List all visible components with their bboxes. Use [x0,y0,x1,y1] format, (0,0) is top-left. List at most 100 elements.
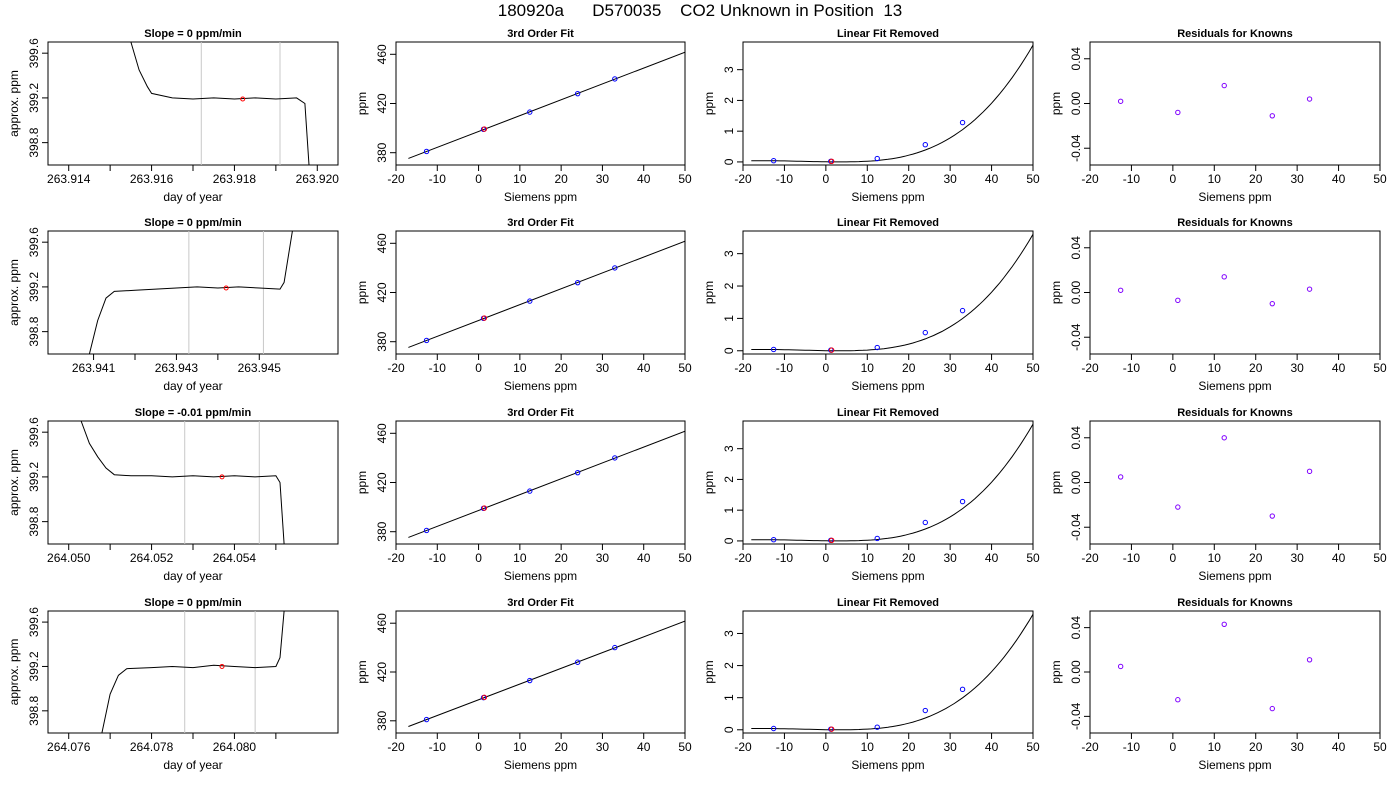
plot-area [408,51,685,159]
y-axis-label: ppm [1049,92,1063,115]
y-tick-label: 399.6 [27,607,41,637]
panel-res-2: Residuals for Knowns -20 -10 0 10 20 30 40 50 -0.… [1049,217,1387,393]
page-title: 180920a D570035 CO2 Unknown in Position … [497,1,903,20]
y-tick-label: 460 [375,44,389,64]
sample-point [219,663,225,669]
y-tick-label: 1 [722,128,736,135]
x-axis-label: Siemens ppm [1198,569,1271,583]
x-tick-label: 50 [1373,172,1387,186]
x-tick-label: 0 [1170,740,1177,754]
x-tick-label: -10 [429,361,447,375]
unknown-point [828,347,835,353]
y-axis-label: ppm [702,92,716,115]
x-axis-label: Siemens ppm [504,379,577,393]
x-tick-label: 20 [1249,172,1263,186]
panel-title: Residuals for Knowns [1177,407,1293,419]
y-tick-label: 380 [375,521,389,541]
y-tick-label: 460 [375,423,389,443]
x-tick-label: 20 [902,361,916,375]
plot-area [1117,274,1313,307]
y-tick-label: 399.2 [27,462,41,492]
known-point [574,659,581,665]
unknown-point [481,126,488,132]
x-axis-label: Siemens ppm [851,379,924,393]
x-tick-label: 40 [1332,551,1346,565]
panel-fit-1: 3rd Order Fit -20 -10 0 10 20 30 40 50 380 420 460 S… [355,28,692,204]
x-tick-label: 0 [1170,361,1177,375]
x-tick-label: 20 [1249,361,1263,375]
y-tick-label: 399.6 [27,38,41,68]
known-point [574,279,581,286]
fit-line [408,51,685,159]
x-tick-label: 30 [1290,172,1304,186]
known-point [574,90,581,97]
x-tick-label: 30 [596,172,610,186]
y-tick-label: 399.2 [27,83,41,113]
panel-title: 3rd Order Fit [507,28,574,40]
x-tick-label: -20 [734,172,752,186]
x-tick-label: 0 [475,740,482,754]
known-point [1306,468,1313,475]
panel-title: Linear Fit Removed [837,217,939,229]
x-tick-label: 10 [861,361,875,375]
y-tick-label: 0 [722,537,736,544]
known-point [1221,82,1227,89]
panel-lin-4: Linear Fit Removed -20 -10 0 10 20 30 40 50 0 1 2 3 S… [702,597,1040,772]
fit-curve [751,233,1033,352]
known-point [1221,621,1227,628]
x-tick-label: 30 [596,361,610,375]
x-tick-label: 0 [823,740,830,754]
y-axis-label: approx. ppm [7,259,21,326]
x-tick-label: -10 [776,361,794,375]
plot-area [751,613,1033,732]
x-tick-label: 40 [985,740,999,754]
x-tick-label: 0 [475,172,482,186]
x-tick-label: 50 [1373,361,1387,375]
y-tick-label: 398.8 [27,506,41,536]
panel-title: Linear Fit Removed [837,597,939,609]
known-point [959,498,966,505]
panel-raw-3: Slope = -0.01 ppm/min 264.050 264.052 264.0… [7,407,339,583]
known-point [423,527,430,534]
known-point [922,142,928,148]
sample-point [223,285,229,291]
x-tick-label: -20 [734,740,752,754]
x-tick-label: 50 [678,740,692,754]
y-tick-label: 420 [375,93,389,113]
known-point [1117,287,1124,293]
panel-title: Residuals for Knowns [1177,28,1293,40]
y-axis-label: approx. ppm [7,70,21,137]
known-point [1306,657,1313,663]
panel-raw-2: Slope = 0 ppm/min 263.941 263.943 263.945 39… [7,217,339,393]
plot-area [1117,435,1313,519]
panel-raw-4: Slope = 0 ppm/min 264.076 264.078 264.080 39… [7,597,339,772]
y-tick-label: 2 [722,282,736,289]
plot-area [130,42,310,165]
y-axis-label: ppm [702,660,716,683]
known-point [770,157,777,164]
plot-frame [1089,420,1381,545]
series-line [130,42,310,165]
known-point [612,455,618,461]
x-tick-label: 20 [554,172,568,186]
x-tick-label: 10 [1208,551,1222,565]
x-tick-label: 20 [902,740,916,754]
known-point [874,535,880,542]
plot-area [1117,82,1313,119]
x-tick-label: 50 [678,361,692,375]
known-point [922,707,928,714]
y-tick-label: 2 [722,97,736,104]
panel-res-4: Residuals for Knowns -20 -10 0 10 20 30 40 50 -0.… [1049,597,1387,772]
fit-line [408,620,685,727]
x-tick-label: -20 [1081,551,1099,565]
x-axis-label: Siemens ppm [504,569,577,583]
known-point [1175,504,1181,510]
known-point [1269,513,1275,519]
x-tick-label: -20 [734,361,752,375]
x-tick-label: 50 [678,551,692,565]
x-tick-label: -10 [429,740,447,754]
x-tick-label: 30 [1290,361,1304,375]
y-axis-label: approx. ppm [7,639,21,706]
fit-line [408,430,685,538]
